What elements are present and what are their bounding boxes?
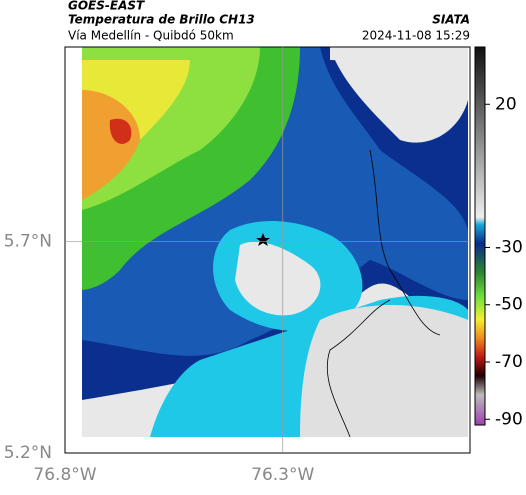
datetime: 2024-11-08 15:29: [362, 29, 470, 43]
colorbar-tick-label: -30: [495, 237, 523, 257]
subtitle: Vía Medellín - Quibdó 50km: [68, 29, 234, 43]
map-frame: [64, 46, 471, 454]
station-marker: [256, 233, 270, 246]
colorbar-tick-label: -70: [495, 352, 523, 372]
source: GOES-EAST: [68, 0, 145, 13]
colorbar: [474, 46, 486, 426]
org: SIATA: [432, 13, 470, 27]
colorbar-tick-label: -90: [495, 409, 523, 429]
x-tick-label: 76.3°W: [251, 465, 314, 485]
colorbar-tick-label: -50: [495, 295, 523, 315]
y-tick-label: 5.2°N: [4, 443, 52, 463]
colorbar-tick-label: 20: [495, 94, 517, 114]
satellite-image: [82, 47, 468, 437]
title: Temperatura de Brillo CH13: [68, 13, 255, 27]
y-tick-label: 5.7°N: [4, 232, 52, 252]
x-tick-label: 76.8°W: [33, 465, 96, 485]
